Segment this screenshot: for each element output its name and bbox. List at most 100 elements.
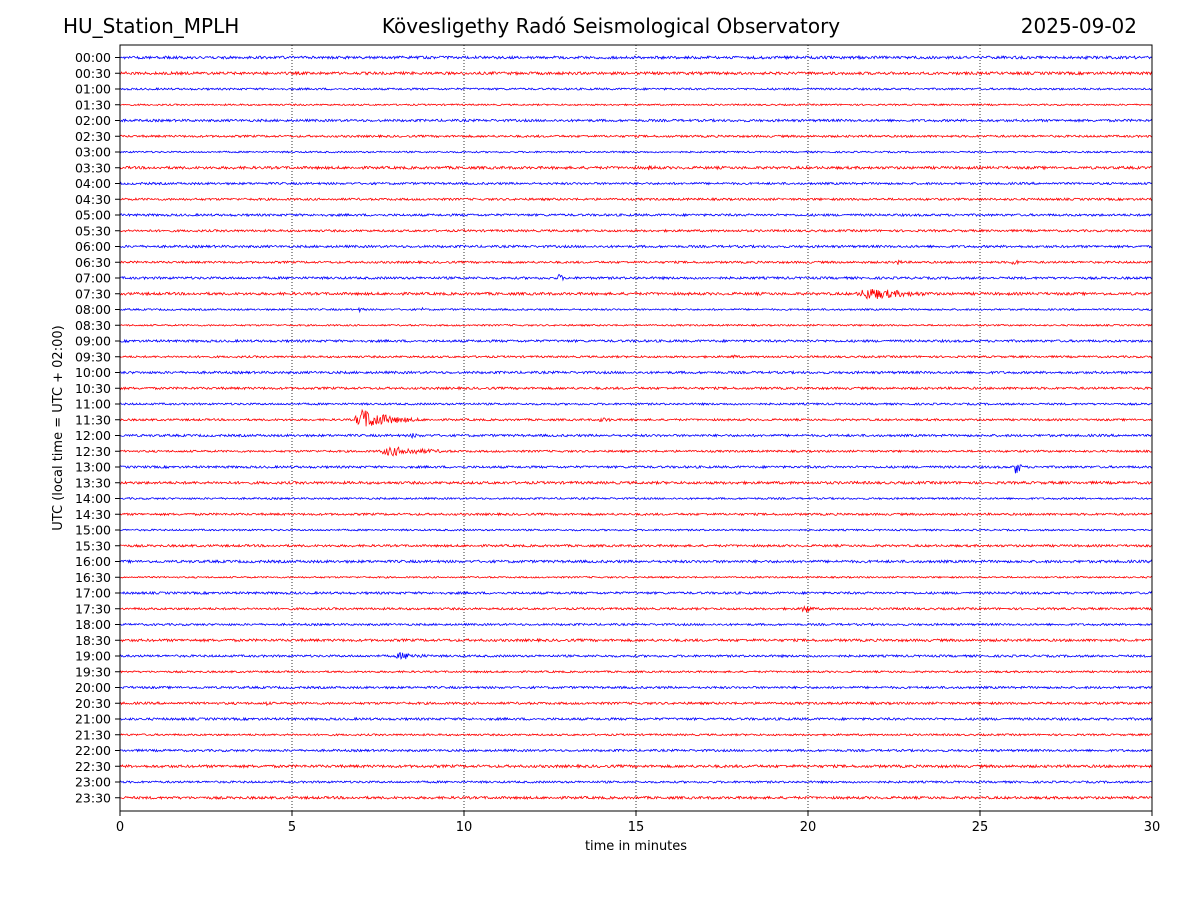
- trace-line: [119, 590, 1153, 596]
- trace-line: [119, 605, 1153, 613]
- x-tick-label: 5: [288, 820, 296, 835]
- y-tick-label: 05:00: [75, 208, 111, 223]
- y-tick-label: 01:30: [75, 97, 111, 112]
- y-axis-ticks: 00:0000:3001:0001:3002:0002:3003:0003:30…: [75, 50, 120, 805]
- traces: [119, 55, 1153, 801]
- chart-date: 2025-09-02: [1020, 14, 1137, 38]
- y-tick-label: 13:30: [75, 475, 111, 490]
- trace-line: [119, 408, 1153, 427]
- y-tick-label: 10:30: [75, 381, 111, 396]
- y-tick-label: 19:30: [75, 664, 111, 679]
- y-tick-label: 09:00: [75, 334, 111, 349]
- x-tick-label: 25: [972, 820, 989, 835]
- trace-line: [119, 228, 1153, 233]
- trace-line: [119, 87, 1153, 91]
- y-tick-label: 23:00: [75, 775, 111, 790]
- trace-line: [119, 795, 1153, 801]
- y-tick-label: 07:00: [75, 271, 111, 286]
- trace-line: [119, 273, 1153, 282]
- y-tick-label: 03:30: [75, 160, 111, 175]
- trace-line: [119, 779, 1153, 785]
- trace-line: [119, 512, 1153, 517]
- x-tick-label: 10: [456, 820, 473, 835]
- trace-line: [119, 55, 1153, 61]
- y-tick-label: 08:30: [75, 318, 111, 333]
- y-tick-label: 10:00: [75, 365, 111, 380]
- trace-line: [119, 480, 1153, 486]
- trace-line: [119, 181, 1153, 186]
- y-tick-label: 17:30: [75, 601, 111, 616]
- y-tick-label: 15:00: [75, 523, 111, 538]
- trace-line: [119, 244, 1153, 249]
- x-axis-ticks: 0 5 10 15 20 25 30: [116, 811, 1160, 835]
- trace-line: [119, 70, 1153, 76]
- trace-line: [119, 700, 1153, 707]
- y-tick-label: 12:00: [75, 428, 111, 443]
- trace-line: [119, 433, 1153, 440]
- y-tick-label: 19:00: [75, 649, 111, 664]
- trace-line: [119, 134, 1153, 139]
- x-tick-label: 30: [1144, 820, 1161, 835]
- y-tick-label: 12:30: [75, 444, 111, 459]
- trace-line: [119, 559, 1153, 565]
- trace-line: [119, 637, 1153, 643]
- y-tick-label: 11:00: [75, 397, 111, 412]
- y-tick-label: 14:30: [75, 507, 111, 522]
- y-tick-label: 00:30: [75, 66, 111, 81]
- y-tick-label: 20:30: [75, 696, 111, 711]
- trace-line: [119, 528, 1153, 532]
- y-tick-label: 03:00: [75, 145, 111, 160]
- y-tick-label: 22:00: [75, 743, 111, 758]
- trace-line: [119, 402, 1153, 407]
- y-tick-label: 21:30: [75, 727, 111, 742]
- x-tick-label: 0: [116, 820, 124, 835]
- trace-line: [119, 669, 1153, 674]
- trace-line: [119, 197, 1153, 202]
- trace-line: [119, 165, 1153, 171]
- y-tick-label: 02:00: [75, 113, 111, 128]
- x-tick-label: 20: [800, 820, 817, 835]
- trace-line: [119, 288, 1153, 300]
- y-tick-label: 18:00: [75, 617, 111, 632]
- y-tick-label: 20:00: [75, 680, 111, 695]
- x-axis-label: time in minutes: [585, 839, 687, 854]
- x-tick-label: 15: [628, 820, 645, 835]
- trace-line: [119, 575, 1153, 579]
- y-axis-label: UTC (local time = UTC + 02:00): [51, 325, 66, 530]
- y-tick-label: 08:00: [75, 302, 111, 317]
- y-tick-label: 16:00: [75, 554, 111, 569]
- y-tick-label: 11:30: [75, 412, 111, 427]
- y-tick-label: 07:30: [75, 286, 111, 301]
- y-tick-label: 06:30: [75, 255, 111, 270]
- y-tick-label: 01:00: [75, 82, 111, 97]
- trace-line: [119, 385, 1153, 391]
- chart-title: Kövesligethy Radó Seismological Observat…: [381, 14, 841, 38]
- y-tick-label: 06:00: [75, 239, 111, 254]
- y-tick-label: 16:30: [75, 570, 111, 585]
- y-tick-label: 22:30: [75, 759, 111, 774]
- y-tick-label: 05:30: [75, 223, 111, 238]
- trace-line: [119, 622, 1153, 627]
- trace-line: [119, 732, 1153, 737]
- trace-line: [119, 464, 1153, 474]
- trace-line: [119, 543, 1153, 549]
- trace-line: [119, 354, 1153, 359]
- y-tick-label: 21:00: [75, 712, 111, 727]
- trace-line: [119, 496, 1153, 501]
- trace-line: [119, 212, 1153, 218]
- y-tick-label: 23:30: [75, 790, 111, 805]
- trace-line: [119, 259, 1153, 266]
- trace-line: [119, 763, 1153, 770]
- y-tick-label: 02:30: [75, 129, 111, 144]
- grid-lines: [291, 45, 981, 811]
- trace-line: [119, 323, 1153, 327]
- y-tick-label: 04:00: [75, 176, 111, 191]
- trace-line: [119, 370, 1153, 375]
- y-tick-label: 17:00: [75, 586, 111, 601]
- trace-line: [119, 716, 1153, 722]
- y-tick-label: 04:30: [75, 192, 111, 207]
- trace-line: [119, 748, 1153, 753]
- trace-line: [119, 446, 1153, 457]
- station-label: HU_Station_MPLH: [63, 14, 240, 38]
